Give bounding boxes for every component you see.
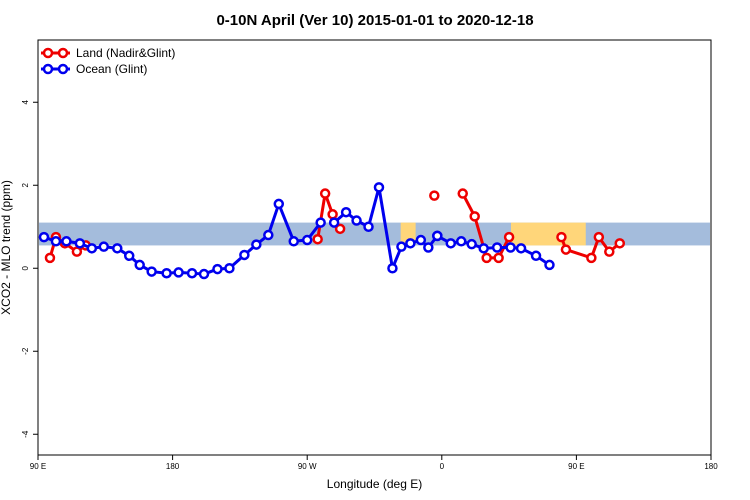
- data-point: [396, 241, 407, 252]
- data-point: [212, 263, 223, 275]
- data-point: [387, 263, 398, 274]
- data-point: [161, 267, 172, 279]
- data-point: [455, 236, 467, 247]
- data-point: [186, 267, 198, 279]
- data-point: [405, 238, 416, 249]
- y-tick-label: -2: [21, 347, 30, 355]
- data-point: [445, 238, 457, 249]
- data-point: [491, 242, 503, 253]
- x-tick-label: 180: [704, 462, 718, 471]
- series-line: [409, 234, 439, 249]
- x-tick-label: 0: [440, 462, 445, 471]
- x-tick-label: 180: [166, 462, 180, 471]
- legend-marker: [42, 63, 54, 75]
- data-point: [224, 263, 235, 274]
- data-point: [123, 250, 135, 262]
- data-point: [604, 246, 615, 257]
- legend-marker: [57, 63, 69, 75]
- legend-label: Land (Nadir&Glint): [76, 46, 175, 60]
- data-point: [560, 244, 572, 255]
- data-point: [466, 238, 477, 250]
- data-point: [515, 243, 527, 254]
- y-tick-label: 2: [21, 182, 30, 187]
- x-tick-label: 90 E: [568, 462, 584, 471]
- data-point: [251, 239, 262, 250]
- data-point: [505, 242, 516, 253]
- ocean-band: [39, 222, 710, 246]
- reference-band: [39, 222, 710, 246]
- y-tick-label: 4: [21, 99, 30, 104]
- x-axis-label: Longitude (deg E): [327, 477, 422, 491]
- data-point: [288, 236, 299, 247]
- plot-frame: [37, 39, 712, 456]
- data-point: [586, 252, 597, 264]
- data-point: [544, 259, 555, 271]
- y-tick-label: -4: [21, 430, 30, 438]
- land-band-patch: [510, 222, 586, 246]
- data-point: [503, 231, 515, 243]
- chart-title: 0-10N April (Ver 10) 2015-01-01 to 2020-…: [216, 12, 533, 29]
- data-point: [301, 234, 313, 246]
- data-point: [263, 229, 274, 241]
- data-point: [614, 238, 626, 249]
- y-axis-label: XCO2 - MLO trend (ppm): [0, 180, 13, 315]
- data-point: [373, 182, 385, 193]
- data-point: [481, 252, 492, 264]
- data-point: [493, 252, 504, 264]
- data-point: [340, 206, 352, 218]
- data-point: [334, 223, 346, 235]
- data-point: [429, 190, 440, 201]
- axes-layer: 90 E 180 90 W 0 90 E 180 4 2 0 -2 -4: [21, 99, 718, 471]
- data-point: [146, 266, 157, 277]
- data-point: [319, 188, 331, 199]
- legend-marker: [42, 47, 54, 59]
- data-point: [134, 259, 145, 271]
- data-point: [61, 236, 72, 247]
- legend: Land (Nadir&Glint) Ocean (Glint): [41, 46, 175, 76]
- data-point: [351, 215, 362, 226]
- data-point: [328, 217, 340, 228]
- data-point: [38, 231, 50, 243]
- data-point: [593, 231, 605, 243]
- data-point: [327, 209, 338, 220]
- data-point: [239, 249, 250, 261]
- x-tick-label: 90 E: [30, 462, 46, 471]
- data-point: [44, 252, 56, 264]
- data-point: [469, 211, 480, 222]
- legend-marker: [57, 47, 69, 59]
- data-point: [86, 243, 98, 254]
- data-point: [556, 231, 567, 243]
- series-layer: [38, 182, 626, 280]
- data-point: [198, 268, 210, 280]
- data-point: [415, 234, 427, 246]
- data-point: [112, 243, 123, 254]
- series-ocean: [38, 182, 555, 280]
- data-point: [478, 243, 489, 254]
- legend-label: Ocean (Glint): [76, 62, 147, 76]
- data-point: [315, 217, 326, 228]
- data-point: [71, 246, 83, 257]
- data-point: [432, 230, 443, 242]
- data-point: [173, 267, 184, 278]
- data-point: [530, 250, 542, 262]
- data-point: [312, 233, 323, 245]
- data-point: [50, 236, 62, 247]
- series-line: [436, 234, 551, 267]
- data-point: [457, 188, 468, 199]
- data-point: [98, 241, 110, 252]
- data-point: [423, 242, 434, 253]
- data-point: [273, 198, 285, 210]
- data-point: [363, 221, 374, 232]
- x-tick-label: 90 W: [298, 462, 317, 471]
- data-point: [74, 238, 86, 249]
- y-tick-label: 0: [21, 265, 30, 270]
